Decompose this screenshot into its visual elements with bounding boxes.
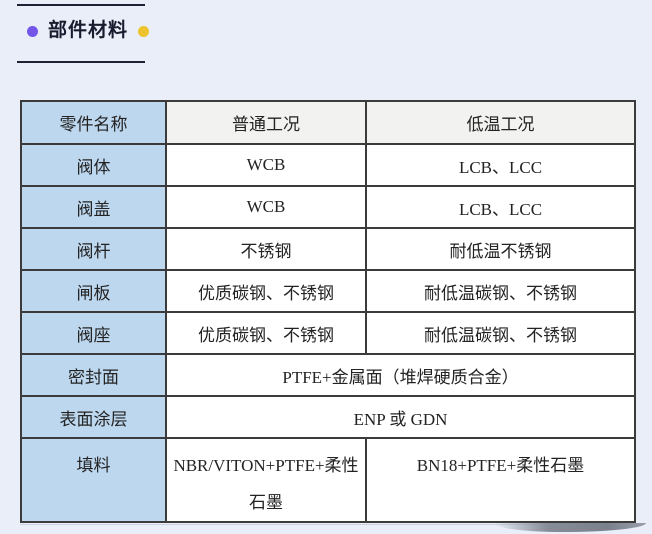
table-bottom-shadow-line [20, 524, 634, 525]
cell-normal-material: 优质碳钢、不锈钢 [165, 311, 367, 355]
cell-low-temp-material: BN18+PTFE+柔性石墨 [365, 437, 636, 523]
cell-part-name: 填料 [20, 437, 167, 523]
cell-normal-material: WCB [165, 185, 367, 229]
title-bottom-rule [17, 61, 145, 63]
table-row-valve-body: 阀体 WCB LCB、LCC [20, 143, 636, 187]
cell-merged-material: PTFE+金属面（堆焊硬质合金） [165, 353, 636, 397]
purple-dot-icon [27, 25, 38, 37]
col-header-part-name: 零件名称 [20, 100, 167, 145]
cell-normal-material: WCB [165, 143, 367, 187]
cell-part-name: 表面涂层 [20, 395, 167, 439]
section-title: 部件材料 [48, 20, 129, 41]
yellow-dot-icon [138, 25, 150, 37]
col-header-normal-condition: 普通工况 [165, 100, 367, 145]
cell-low-temp-material: 耐低温碳钢、不锈钢 [365, 269, 636, 313]
table-row-seat: 阀座 优质碳钢、不锈钢 耐低温碳钢、不锈钢 [20, 311, 636, 355]
section-header: 部件材料 [27, 20, 150, 42]
cell-low-temp-material: 耐低温不锈钢 [365, 227, 636, 271]
cell-low-temp-material: LCB、LCC [365, 185, 636, 229]
cell-part-name: 阀座 [20, 311, 167, 355]
cell-part-name: 闸板 [20, 269, 167, 313]
corner-shadow [494, 523, 646, 532]
title-top-rule [17, 4, 145, 6]
col-header-low-temp-condition: 低温工况 [365, 100, 636, 145]
cell-part-name: 阀杆 [20, 227, 167, 271]
cell-part-name: 密封面 [20, 353, 167, 397]
cell-low-temp-material: 耐低温碳钢、不锈钢 [365, 311, 636, 355]
table-row-bonnet: 阀盖 WCB LCB、LCC [20, 185, 636, 229]
table-header-row: 零件名称 普通工况 低温工况 [20, 100, 636, 145]
cell-part-name: 阀盖 [20, 185, 167, 229]
cell-normal-material: 优质碳钢、不锈钢 [165, 269, 367, 313]
table-row-packing: 填料 NBR/VITON+PTFE+柔性石墨 BN18+PTFE+柔性石墨 [20, 437, 636, 523]
table-row-surface-coating: 表面涂层 ENP 或 GDN [20, 395, 636, 439]
table-row-sealing-face: 密封面 PTFE+金属面（堆焊硬质合金） [20, 353, 636, 397]
cell-normal-material: 不锈钢 [165, 227, 367, 271]
materials-table: 零件名称 普通工况 低温工况 阀体 WCB LCB、LCC 阀盖 WCB LCB… [20, 100, 636, 523]
table-row-gate: 闸板 优质碳钢、不锈钢 耐低温碳钢、不锈钢 [20, 269, 636, 313]
cell-part-name: 阀体 [20, 143, 167, 187]
cell-low-temp-material: LCB、LCC [365, 143, 636, 187]
cell-merged-material: ENP 或 GDN [165, 395, 636, 439]
table-row-stem: 阀杆 不锈钢 耐低温不锈钢 [20, 227, 636, 271]
cell-normal-material: NBR/VITON+PTFE+柔性石墨 [165, 437, 367, 523]
